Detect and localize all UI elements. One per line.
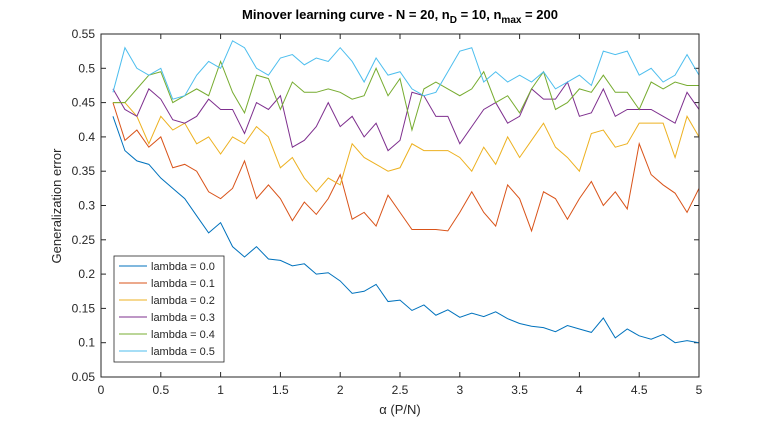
y-tick-label: 0.2 xyxy=(78,267,95,281)
y-tick-label: 0.55 xyxy=(72,27,96,41)
y-tick-label: 0.5 xyxy=(78,61,95,75)
y-tick-label: 0.15 xyxy=(72,301,96,315)
x-tick-label: 0.5 xyxy=(152,383,169,397)
x-tick-label: 2 xyxy=(337,383,344,397)
x-tick-label: 2.5 xyxy=(392,383,409,397)
title-part: D xyxy=(450,15,457,26)
legend-label: lambda = 0.2 xyxy=(151,295,215,307)
title-part: = 10, n xyxy=(457,7,501,22)
x-tick-label: 3 xyxy=(456,383,463,397)
y-tick-label: 0.35 xyxy=(72,164,96,178)
x-tick-label: 4.5 xyxy=(631,383,648,397)
legend-label: lambda = 0.0 xyxy=(151,261,215,273)
x-tick-label: 4 xyxy=(576,383,583,397)
x-tick-label: 0 xyxy=(98,383,105,397)
data-line xyxy=(112,116,700,344)
data-line xyxy=(112,80,700,152)
legend-label: lambda = 0.4 xyxy=(151,329,215,341)
title-part: Minover learning curve - N = 20, n xyxy=(242,7,450,22)
data-line xyxy=(112,40,700,100)
x-tick-label: 5 xyxy=(696,383,703,397)
title-part: max xyxy=(501,15,521,26)
y-tick-label: 0.4 xyxy=(78,130,95,144)
x-tick-label: 1.5 xyxy=(272,383,289,397)
data-line xyxy=(112,59,699,133)
axes-box xyxy=(100,33,700,378)
y-tick-label: 0.05 xyxy=(72,370,96,384)
y-tick-label: 0.1 xyxy=(78,336,95,350)
legend-label: lambda = 0.3 xyxy=(151,312,215,324)
x-axis-label: α (P/N) xyxy=(379,402,420,417)
legend-box xyxy=(113,255,225,363)
data-line xyxy=(112,102,700,233)
data-line xyxy=(112,102,700,193)
chart-title: Minover learning curve - N = 20, nD = 10… xyxy=(242,7,558,26)
y-tick-label: 0.45 xyxy=(72,96,96,110)
legend-label: lambda = 0.5 xyxy=(151,346,215,358)
title-part: = 200 xyxy=(521,7,558,22)
x-tick-label: 1 xyxy=(217,383,224,397)
x-tick-label: 3.5 xyxy=(511,383,528,397)
legend-label: lambda = 0.1 xyxy=(151,278,215,290)
y-tick-label: 0.3 xyxy=(78,199,95,213)
y-axis-label: Generalization error xyxy=(49,148,64,264)
y-tick-label: 0.25 xyxy=(72,233,96,247)
